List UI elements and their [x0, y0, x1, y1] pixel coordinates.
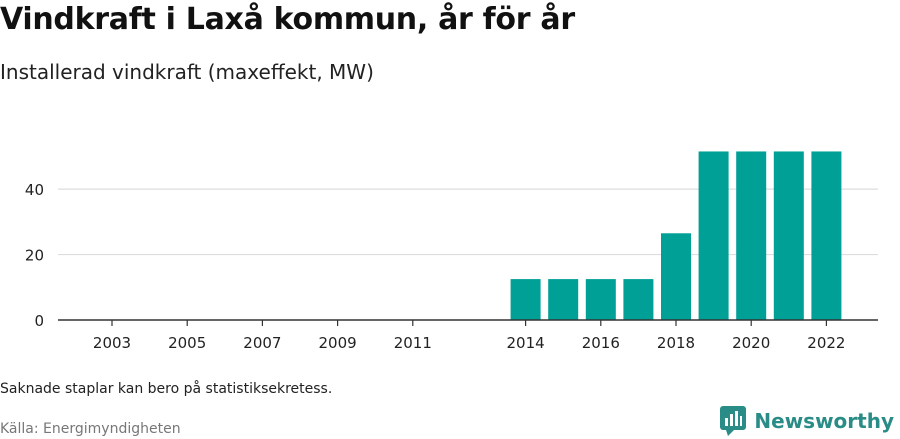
bars: [511, 151, 842, 320]
bar-2018: [661, 233, 691, 320]
x-tick-label: 2005: [168, 334, 206, 352]
x-tick-label: 2007: [243, 334, 281, 352]
x-tick-label: 2011: [394, 334, 432, 352]
bar-2022: [811, 151, 841, 320]
x-tick-label: 2009: [319, 334, 357, 352]
brand-logo: Newsworthy: [720, 406, 894, 436]
bar-2021: [774, 151, 804, 320]
y-tick-label: 0: [34, 312, 44, 330]
brand-name: Newsworthy: [754, 409, 894, 433]
x-tick-label: 2003: [93, 334, 131, 352]
y-tick-label: 40: [25, 181, 44, 199]
footnote: Saknade staplar kan bero på statistiksek…: [0, 381, 332, 397]
bar-2017: [623, 279, 653, 320]
bar-2019: [699, 151, 729, 320]
x-tick-label: 2018: [657, 334, 695, 352]
x-tick-label: 2022: [807, 334, 845, 352]
bar-2014: [511, 279, 541, 320]
bar-2016: [586, 279, 616, 320]
bar-2015: [548, 279, 578, 320]
x-tick-label: 2014: [507, 334, 545, 352]
y-tick-label: 20: [25, 247, 44, 265]
bar-2020: [736, 151, 766, 320]
x-tick-label: 2020: [732, 334, 770, 352]
source-label: Källa: Energimyndigheten: [0, 421, 181, 437]
bar-chart: 0 20 40 2003 2005 2007 2009 2011 2014 2016 2018 202…: [0, 0, 900, 370]
newsworthy-logo-icon: [720, 406, 746, 436]
x-tick-label: 2016: [582, 334, 620, 352]
